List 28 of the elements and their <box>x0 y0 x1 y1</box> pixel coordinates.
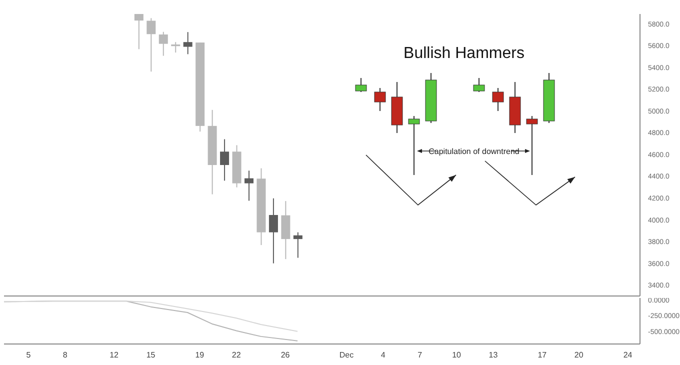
candlestick <box>220 138 230 182</box>
x-tick-label: 4 <box>380 350 386 360</box>
candlestick <box>281 200 290 260</box>
x-tick-label: 24 <box>623 350 633 360</box>
candlestick <box>171 42 180 54</box>
x-tick-label: 20 <box>574 350 584 360</box>
line-series <box>4 300 298 332</box>
candlestick <box>183 32 192 55</box>
candlestick <box>293 232 302 258</box>
text: Bullish Hammers <box>404 45 524 62</box>
x-tick-label: 7 <box>418 350 423 360</box>
candlestick <box>268 198 278 264</box>
x-tick-label: 26 <box>280 350 290 360</box>
x-tick-label: 17 <box>538 350 548 360</box>
candlestick <box>146 18 156 72</box>
x-tick-label: 12 <box>110 350 120 360</box>
annotation: Capitulation of downtrend <box>428 147 520 156</box>
x-tick-label: 8 <box>62 350 68 360</box>
x-tick-label: 5 <box>26 350 32 360</box>
candlestick <box>134 14 144 50</box>
x-tick-label: 13 <box>488 350 498 360</box>
x-tick-label: 15 <box>146 350 156 360</box>
x-tick-label: 22 <box>232 350 242 360</box>
x-tick-label: 19 <box>195 350 205 360</box>
candlestick <box>244 170 254 202</box>
candlestick <box>158 31 168 56</box>
x-tick-label: Dec <box>339 350 354 360</box>
x-tick-label: 10 <box>452 350 462 360</box>
